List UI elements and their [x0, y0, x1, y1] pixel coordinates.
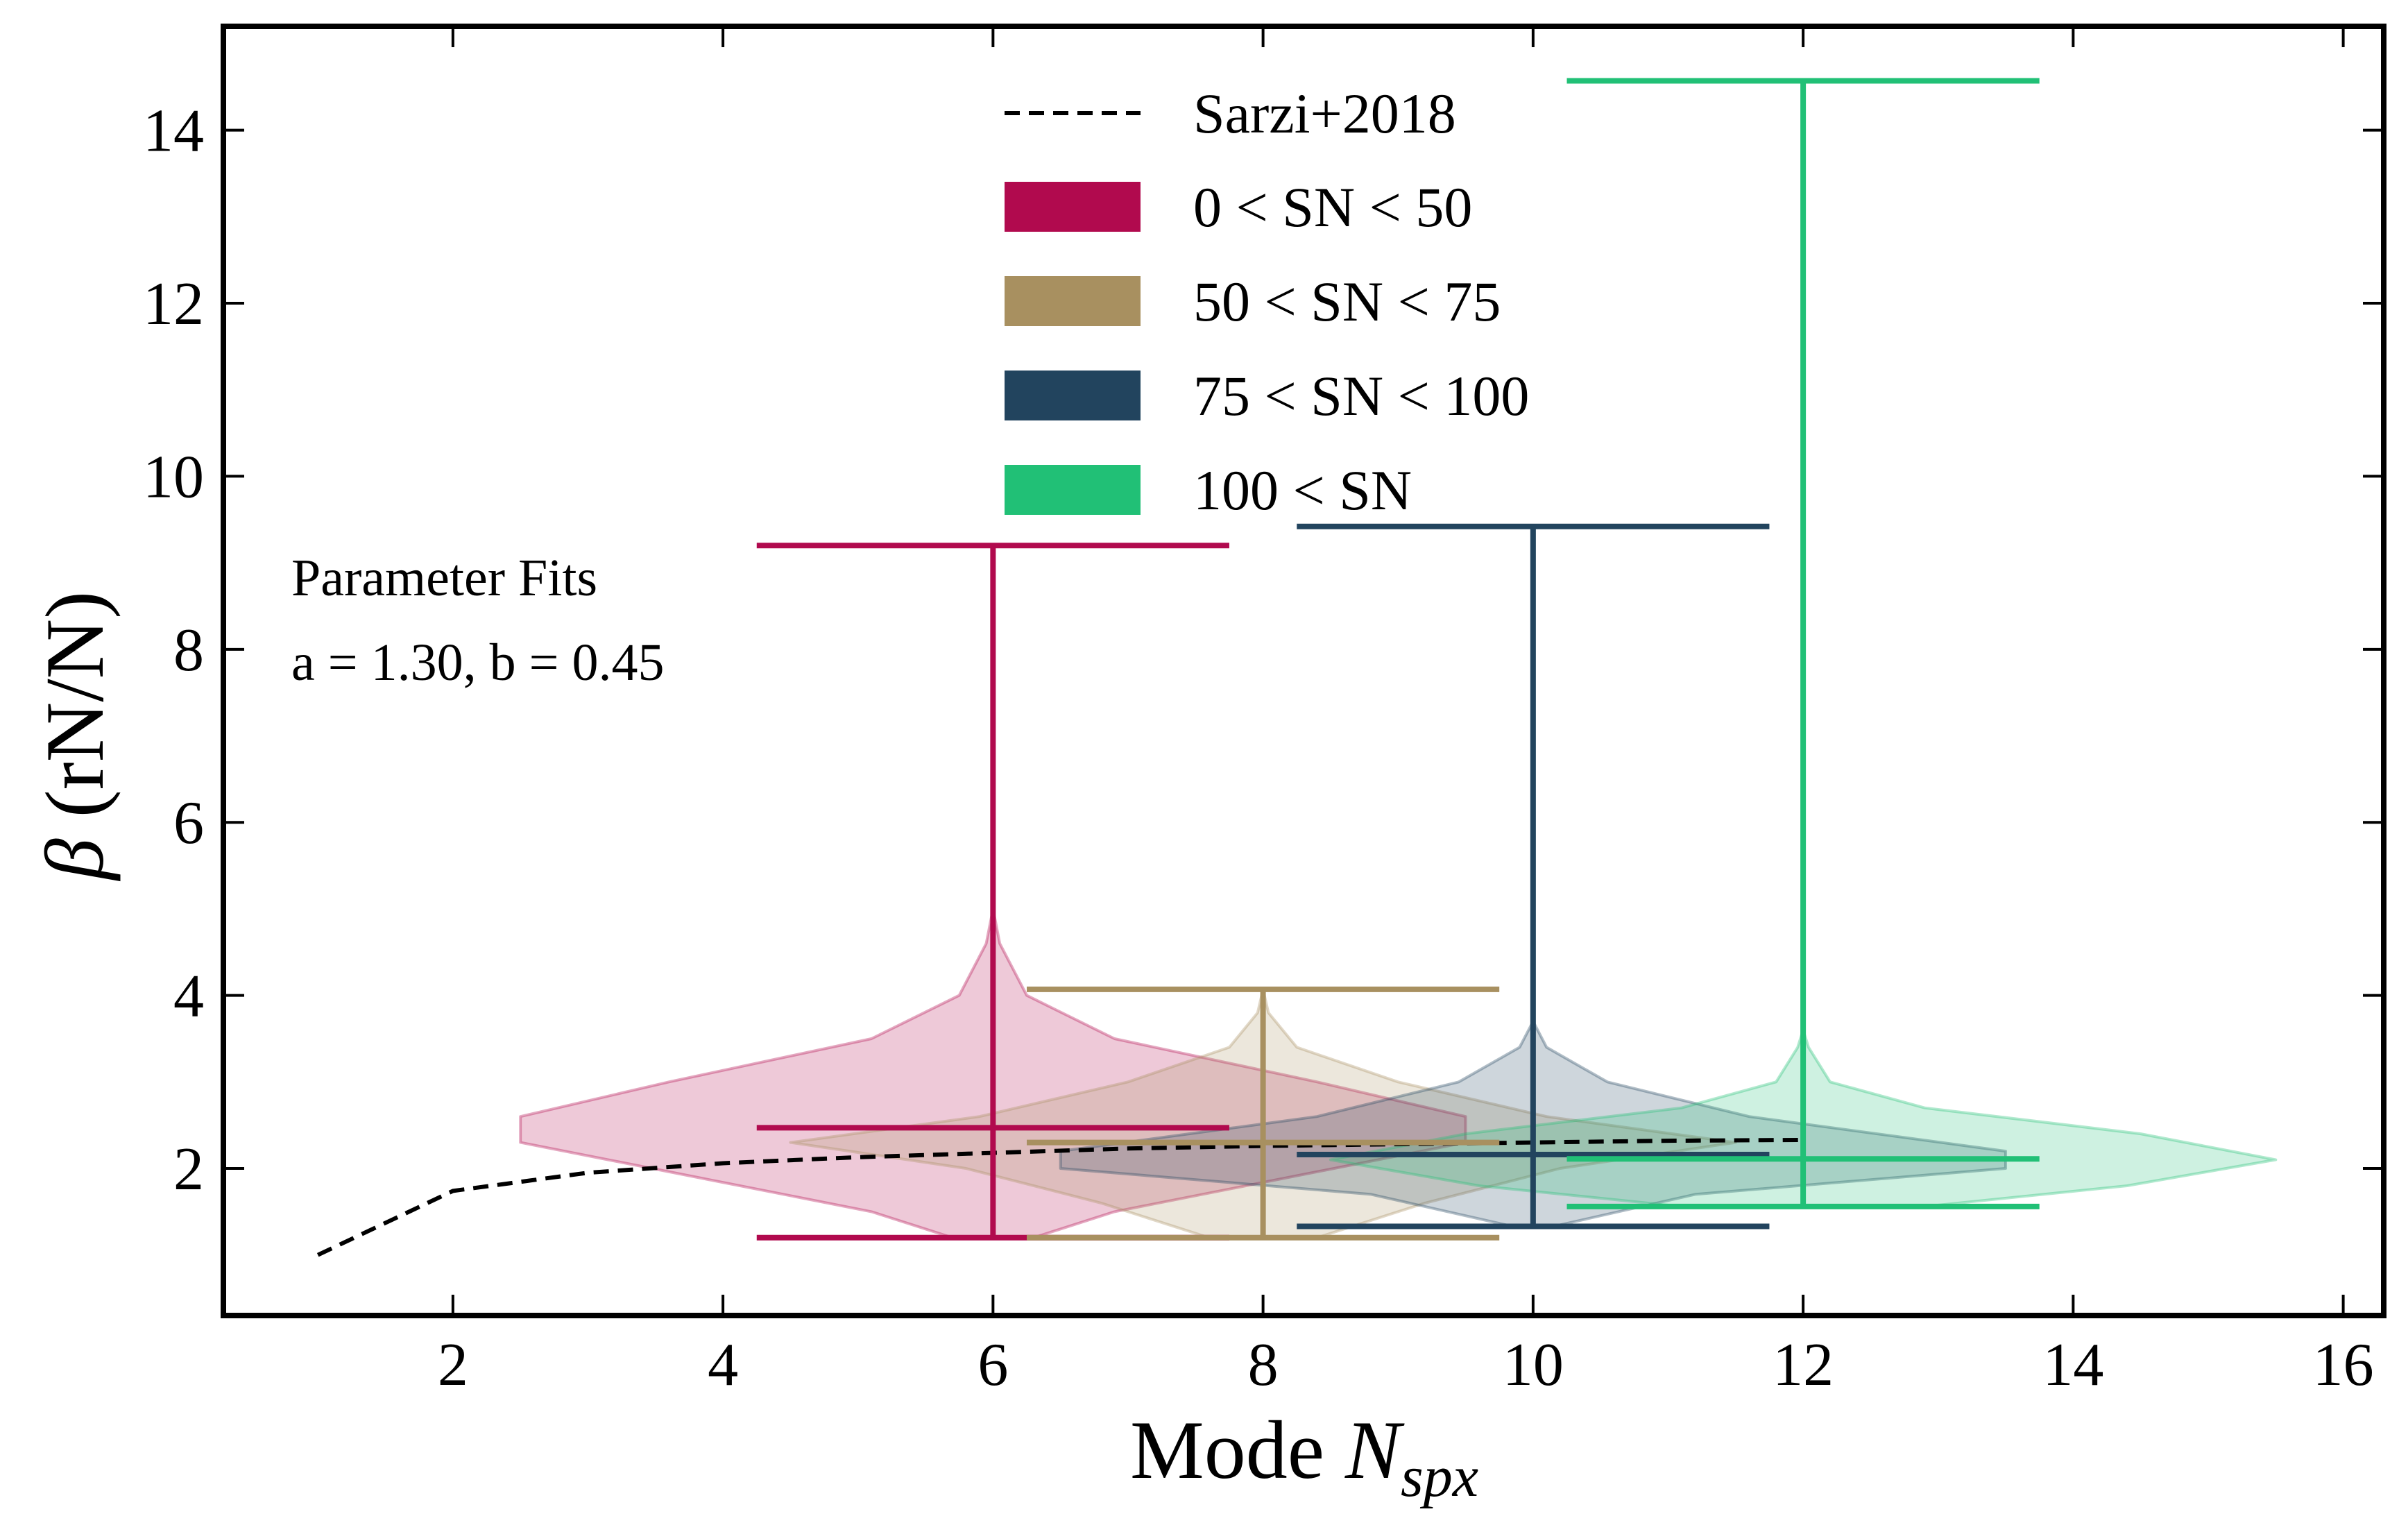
annotation-line-1: Parameter Fits	[291, 549, 597, 607]
annotation-line-2: a = 1.30, b = 0.45	[291, 633, 664, 692]
legend-label-3: 75 < SN < 100	[1193, 364, 1529, 427]
x-tick-label: 12	[1773, 1331, 1834, 1399]
y-tick-label: 8	[173, 617, 204, 684]
x-axis-title-text: Mode	[1130, 1404, 1345, 1496]
x-tick-label: 8	[1248, 1331, 1279, 1399]
legend: Sarzi+2018 0 < SN < 50 50 < SN < 75 75 < SN…	[1005, 82, 1529, 522]
x-axis-title-symbol: N	[1344, 1404, 1405, 1496]
axes: 2 4 6 8 10 12 14 16 2 4 6 8 10 12 14	[143, 24, 2386, 1399]
legend-label-sarzi: Sarzi+2018	[1193, 82, 1456, 145]
x-tick-label: 10	[1503, 1331, 1564, 1399]
legend-swatch-2	[1005, 276, 1141, 326]
y-axis-title-text: (rN/N)	[28, 591, 121, 839]
violin-bodies	[519, 907, 2278, 1239]
y-tick-label: 2	[173, 1136, 204, 1203]
y-tick-label: 12	[143, 271, 204, 338]
y-tick-label: 6	[173, 790, 204, 857]
legend-swatch-1	[1005, 182, 1141, 232]
legend-label-4: 100 < SN	[1193, 459, 1412, 522]
legend-label-1: 0 < SN < 50	[1193, 176, 1472, 239]
legend-swatch-4	[1005, 465, 1141, 515]
x-tick-label: 2	[438, 1331, 468, 1399]
x-tick-label: 4	[708, 1331, 738, 1399]
y-tick-label: 10	[143, 443, 204, 511]
y-axis-title-symbol: β	[28, 838, 121, 881]
x-tick-label: 14	[2042, 1331, 2103, 1399]
x-axis-title-subscript: spx	[1401, 1445, 1478, 1509]
y-tick-label: 4	[173, 963, 204, 1030]
x-tick-label: 16	[2313, 1331, 2374, 1399]
reference-line-group	[316, 1137, 1804, 1257]
x-axis-title: Mode Nspx	[1130, 1404, 1478, 1509]
y-axis-title: β (rN/N)	[28, 591, 121, 881]
reference-line-sarzi	[316, 1137, 1804, 1257]
plot-frame	[221, 24, 2386, 1318]
legend-label-2: 50 < SN < 75	[1193, 270, 1501, 333]
x-tick-label: 6	[977, 1331, 1008, 1399]
legend-swatch-3	[1005, 371, 1141, 420]
y-tick-label: 14	[143, 98, 204, 165]
range-bars	[756, 78, 2040, 1241]
